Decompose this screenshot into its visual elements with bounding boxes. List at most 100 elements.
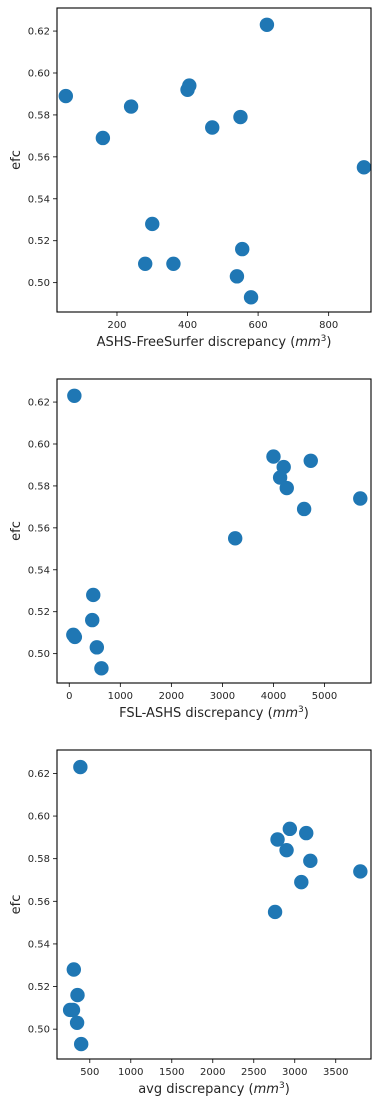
data-point xyxy=(353,864,368,879)
y-axis-label: efc xyxy=(9,150,24,170)
x-tick-label: 400 xyxy=(178,320,197,331)
data-point xyxy=(70,987,85,1003)
y-tick-label: 0.54 xyxy=(28,939,50,950)
x-tick-label: 800 xyxy=(319,320,338,331)
data-point xyxy=(65,1002,81,1018)
y-tick-label: 0.56 xyxy=(28,523,50,534)
y-tick-label: 0.50 xyxy=(28,278,50,289)
data-point xyxy=(282,821,298,837)
x-tick-label: 2000 xyxy=(200,1067,225,1078)
x-tick-label: 0 xyxy=(66,691,72,702)
x-tick-label: 3500 xyxy=(323,1067,348,1078)
x-axis-label: avg discrepancy (mm3) xyxy=(138,1081,290,1097)
data-point xyxy=(272,470,288,485)
scatter-panel-3: 500 1000 1500 2000 2500 3000 3500 0.50 0.52 0.54 0… xyxy=(9,749,372,1097)
data-point xyxy=(259,17,275,32)
y-axis-label: efc xyxy=(9,895,24,915)
x-axis-label: ASHS-FreeSurfer discrepancy (mm3) xyxy=(97,334,332,350)
data-point xyxy=(58,88,74,104)
data-point xyxy=(356,160,372,175)
y-tick-label: 0.54 xyxy=(28,565,50,576)
data-point xyxy=(66,962,82,977)
y-tick-label: 0.52 xyxy=(28,982,50,993)
x-axis-label-paren-close: ) xyxy=(285,1082,290,1097)
x-axis-label-unit-exponent: 3 xyxy=(279,1081,285,1091)
data-point xyxy=(294,874,309,890)
data-point xyxy=(145,216,160,232)
y-tick-label: 0.52 xyxy=(28,236,50,247)
x-tick-label: 200 xyxy=(107,320,126,331)
y-axis-label: efc xyxy=(9,521,24,541)
data-point xyxy=(67,388,82,403)
x-axis-label-text: avg discrepancy xyxy=(138,1082,244,1097)
x-tick-label: 1000 xyxy=(108,691,133,702)
data-point xyxy=(296,501,312,517)
y-tick-label: 0.56 xyxy=(28,897,50,908)
plot-frame xyxy=(56,749,372,1060)
data-point xyxy=(166,256,181,271)
data-point xyxy=(180,82,195,97)
y-tick-label: 0.54 xyxy=(28,194,50,205)
x-tick-label: 600 xyxy=(249,320,268,331)
data-point xyxy=(95,130,111,146)
x-axis-label: FSL-ASHS discrepancy (mm3) xyxy=(119,705,309,721)
y-tick-label: 0.62 xyxy=(28,398,50,409)
y-tick-label: 0.58 xyxy=(28,481,50,492)
data-point xyxy=(227,531,243,546)
data-point xyxy=(229,269,245,284)
x-axis-label-paren-close: ) xyxy=(326,335,331,350)
data-point xyxy=(267,904,283,920)
data-point xyxy=(353,491,368,506)
y-tick-label: 0.56 xyxy=(28,152,50,163)
data-point xyxy=(205,120,220,135)
data-point xyxy=(270,832,285,847)
data-point xyxy=(67,629,83,645)
x-axis-label-unit-exponent: 3 xyxy=(298,705,304,715)
data-point xyxy=(303,453,318,468)
data-point xyxy=(123,99,139,114)
y-tick-label: 0.62 xyxy=(28,769,50,780)
data-point xyxy=(279,842,294,858)
x-axis-label-text: FSL-ASHS discrepancy xyxy=(119,706,264,721)
data-point xyxy=(85,612,100,628)
x-axis-label-unit: mm xyxy=(254,1082,279,1097)
x-tick-label: 3000 xyxy=(210,691,235,702)
data-point xyxy=(69,1015,85,1030)
data-point xyxy=(266,449,281,464)
x-tick-label: 1000 xyxy=(118,1067,143,1078)
x-axis-label-unit: mm xyxy=(295,335,320,350)
data-point xyxy=(303,853,318,869)
data-point xyxy=(89,640,105,655)
x-axis-label-paren-open: ( xyxy=(264,706,273,721)
data-point xyxy=(299,825,314,841)
y-tick-label: 0.62 xyxy=(28,27,50,38)
plot-frame xyxy=(56,7,372,313)
data-point xyxy=(94,661,109,676)
y-tick-label: 0.60 xyxy=(28,812,50,823)
x-axis-label-paren-open: ( xyxy=(286,335,295,350)
data-point xyxy=(73,1036,89,1052)
data-point xyxy=(138,256,153,271)
scatter-panel-2: 0 1000 2000 3000 4000 5000 0.50 0.52 0.54 0.56 0.5… xyxy=(9,378,372,721)
plot-frame xyxy=(56,378,372,684)
x-axis-label-unit: mm xyxy=(273,706,298,721)
y-tick-label: 0.50 xyxy=(28,1025,50,1036)
x-tick-label: 500 xyxy=(80,1067,99,1078)
x-tick-label: 5000 xyxy=(312,691,337,702)
scatter-panel-1: 200 400 600 800 0.50 0.52 0.54 0.56 0.58 0.60 0.62… xyxy=(9,7,372,350)
x-tick-label: 1500 xyxy=(159,1067,184,1078)
y-tick-label: 0.58 xyxy=(28,854,50,865)
x-axis-label-paren-close: ) xyxy=(304,706,309,721)
y-tick-label: 0.52 xyxy=(28,607,50,618)
data-point xyxy=(243,290,259,305)
x-axis-label-paren-open: ( xyxy=(244,1082,253,1097)
x-tick-label: 2500 xyxy=(241,1067,266,1078)
y-tick-label: 0.58 xyxy=(28,110,50,121)
x-axis-label-text: ASHS-FreeSurfer discrepancy xyxy=(97,335,287,350)
x-tick-label: 4000 xyxy=(261,691,286,702)
x-tick-label: 3000 xyxy=(282,1067,307,1078)
y-tick-label: 0.60 xyxy=(28,68,50,79)
x-tick-label: 2000 xyxy=(159,691,184,702)
data-point xyxy=(86,587,101,603)
